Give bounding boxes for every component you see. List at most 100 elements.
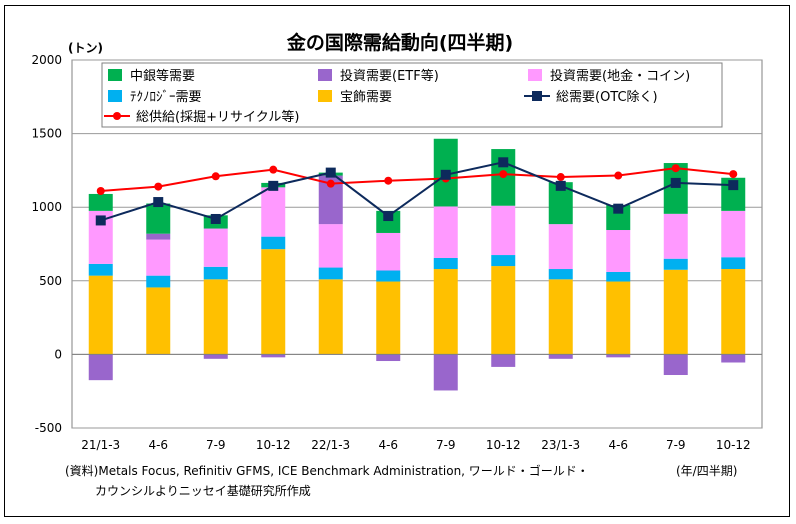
x-tick-label: 7-9 [206, 438, 226, 452]
bar-segment [663, 269, 688, 355]
x-tick-label: 23/1-3 [541, 438, 580, 452]
bar-segment [491, 205, 516, 256]
bar-segment [433, 269, 458, 355]
legend-label: 投資需要(ETF等) [340, 68, 439, 84]
x-tick-label: 7-9 [436, 438, 456, 452]
data-point [96, 187, 105, 196]
bar-segment [318, 279, 343, 355]
chart-title: 金の国際需給動向(四半期) [286, 31, 513, 54]
bar-segment [491, 255, 516, 267]
data-point [440, 169, 451, 180]
data-point [555, 180, 566, 191]
legend-swatch [318, 90, 332, 102]
bar-segment [606, 271, 631, 282]
bar-segment [606, 281, 631, 355]
bar-segment [663, 354, 688, 376]
source-line-1: (資料)Metals Focus, Refinitiv GFMS, ICE Be… [65, 464, 589, 478]
x-tick-label: 21/1-3 [81, 438, 120, 452]
x-axis-label: (年/四半期) [676, 464, 738, 478]
bar-segment [491, 354, 516, 367]
data-point [383, 211, 394, 222]
bar-segment [721, 210, 746, 258]
bar-segment [203, 354, 228, 359]
bar-segment [548, 354, 573, 359]
legend-marker [532, 91, 542, 101]
x-tick-label: 10-12 [486, 438, 521, 452]
bar-segment [146, 287, 171, 355]
legend-marker [113, 112, 121, 120]
bar-segment [88, 263, 113, 276]
bar-segment [318, 224, 343, 268]
legend-label: 中銀等需要 [130, 68, 195, 84]
legend-swatch [108, 90, 122, 102]
y-tick-label: -500 [35, 421, 62, 435]
bar-segment [548, 279, 573, 355]
bar-segment [491, 266, 516, 355]
x-tick-label: 4-6 [148, 438, 168, 452]
bar-segment [721, 354, 746, 363]
bar-segment [376, 281, 401, 355]
y-tick-label: 1000 [31, 200, 62, 214]
data-point [614, 171, 623, 180]
data-point [556, 173, 565, 182]
bar-segment [146, 275, 171, 288]
bar-segment [88, 193, 113, 211]
bar-segment [376, 210, 401, 233]
bar-segment [433, 257, 458, 270]
y-tick-label: 500 [39, 274, 62, 288]
legend-swatch [318, 69, 332, 81]
series-line [100, 167, 734, 193]
bar-segment [261, 354, 286, 358]
bar-segment [146, 239, 171, 276]
bar-segment [376, 354, 401, 362]
y-tick-label: 0 [54, 347, 62, 361]
data-point [498, 157, 509, 168]
legend-label: 総供給(採掘+リサイクル等) [136, 109, 299, 125]
bar-segment [548, 269, 573, 280]
x-tick-label: 7-9 [666, 438, 686, 452]
bar-segment [721, 269, 746, 355]
bar-segment [88, 275, 113, 355]
bar-segment [606, 230, 631, 272]
x-tick-label: 4-6 [608, 438, 628, 452]
bar-segment [203, 228, 228, 267]
bar-segment [146, 203, 171, 234]
data-point [613, 203, 624, 214]
bar-segment [261, 236, 286, 250]
data-point [728, 180, 739, 191]
bar-segment [261, 249, 286, 355]
bar-segment [376, 270, 401, 282]
x-tick-label: 10-12 [716, 438, 751, 452]
bar-segment [203, 279, 228, 355]
bar-segment [261, 187, 286, 237]
bar-segment [376, 232, 401, 271]
data-point [211, 172, 220, 181]
data-point [729, 170, 738, 179]
legend-label: ﾃｸﾉﾛｼﾞｰ需要 [130, 90, 202, 105]
data-point [325, 167, 336, 178]
legend-label: 総需要(OTC除く) [556, 90, 658, 105]
legend-label: 投資需要(地金・コイン) [550, 68, 690, 84]
x-tick-label: 22/1-3 [311, 438, 350, 452]
y-tick-label: 2000 [31, 53, 62, 67]
bar-segment [663, 213, 688, 259]
source-note: (資料)Metals Focus, Refinitiv GFMS, ICE Be… [65, 461, 589, 501]
bar-segment [548, 224, 573, 270]
y-axis-label: (トン) [68, 41, 103, 55]
data-point [269, 165, 278, 174]
bar-segment [318, 267, 343, 280]
legend-swatch [528, 69, 542, 81]
data-point [670, 177, 681, 188]
data-point [499, 170, 508, 179]
data-point [671, 164, 680, 173]
data-point [384, 176, 393, 185]
bar-segment [433, 206, 458, 258]
bar-segment [433, 354, 458, 391]
data-point [326, 179, 335, 188]
data-point [268, 180, 279, 191]
data-point [154, 182, 163, 191]
bar-segment [663, 258, 688, 270]
bar-segment [203, 266, 228, 280]
bar-segment [88, 354, 113, 381]
